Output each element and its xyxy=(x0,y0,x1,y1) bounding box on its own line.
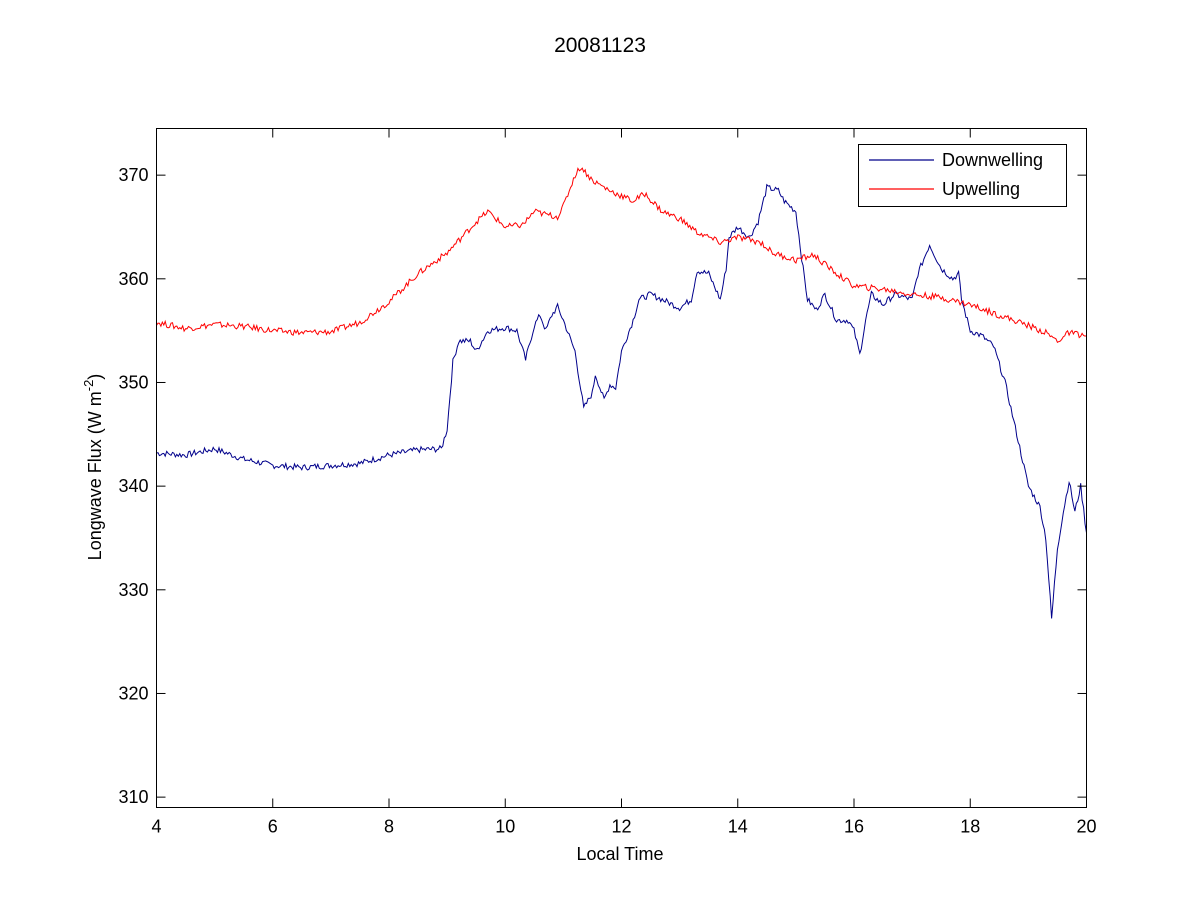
series-lines xyxy=(156,167,1087,619)
y-tick-label: 360 xyxy=(118,269,148,289)
y-tick-label: 370 xyxy=(118,165,148,185)
series-line-upwelling xyxy=(156,167,1087,343)
y-tick-label: 310 xyxy=(118,787,148,807)
y-axis-label-main: Longwave Flux (W m xyxy=(85,391,105,560)
x-tick-label: 6 xyxy=(268,817,278,837)
legend-label-downwelling: Downwelling xyxy=(942,150,1043,170)
legend-label-upwelling: Upwelling xyxy=(942,179,1020,199)
y-tick-label: 350 xyxy=(118,372,148,392)
x-tick-label: 14 xyxy=(728,817,748,837)
plot-area xyxy=(156,128,1087,808)
y-axis-label-superscript: -2 xyxy=(81,380,96,392)
x-tick-label: 8 xyxy=(384,817,394,837)
x-tick-label: 16 xyxy=(844,817,864,837)
y-tick-label: 330 xyxy=(118,580,148,600)
y-tick-label: 320 xyxy=(118,683,148,703)
x-tick-label: 10 xyxy=(495,817,515,837)
chart-title: 20081123 xyxy=(554,34,646,57)
y-tick-label: 340 xyxy=(118,476,148,496)
y-axis-label: Longwave Flux (W m-2) xyxy=(81,374,105,561)
axis-ticks: 4 6 8 10 12 14 16 18 20 310 320 330 340 350 360 370 xyxy=(118,128,1097,837)
x-tick-label: 18 xyxy=(960,817,980,837)
legend: Downwelling Upwelling xyxy=(858,144,1067,207)
y-axis-label-close: ) xyxy=(85,374,105,380)
legend-box xyxy=(858,144,1067,207)
x-axis-label: Local Time xyxy=(576,844,663,864)
x-tick-label: 20 xyxy=(1076,817,1096,837)
plot-frame xyxy=(156,128,1087,808)
x-tick-label: 4 xyxy=(151,817,161,837)
x-tick-label: 12 xyxy=(611,817,631,837)
series-line-downwelling xyxy=(156,183,1087,619)
